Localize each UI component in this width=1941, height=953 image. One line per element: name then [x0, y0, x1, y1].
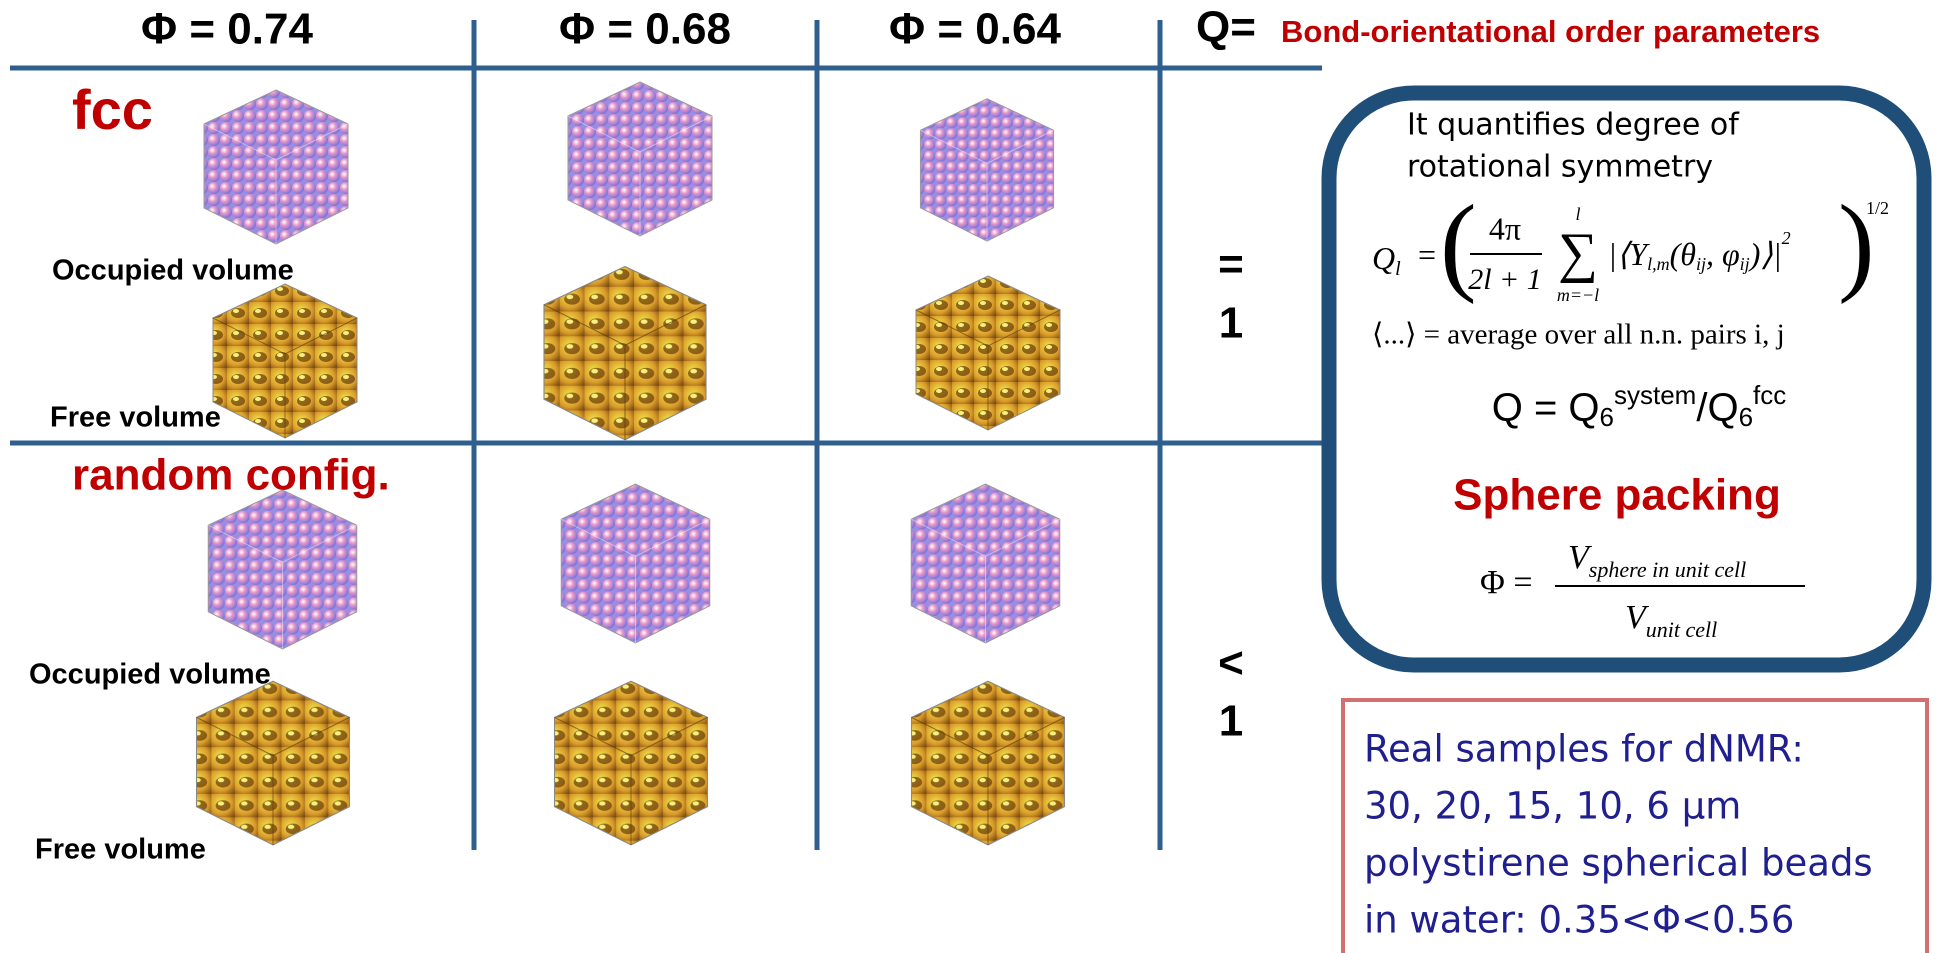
q-relation: < — [1218, 639, 1244, 688]
free-cube — [912, 681, 1065, 845]
free-cube — [916, 276, 1060, 430]
sphere-cube — [204, 90, 348, 244]
column-header: Φ = 0.68 — [559, 5, 731, 54]
eq-part: m=−l — [1557, 285, 1599, 305]
eq-part: l — [1575, 204, 1580, 224]
row-label: fcc — [72, 78, 153, 141]
free-label: Free volume — [35, 834, 206, 866]
eq-part: 1/2 — [1866, 198, 1889, 218]
eq-part: system — [1614, 380, 1696, 410]
box-text: rotational symmetry — [1407, 150, 1713, 185]
q-value: 1 — [1219, 299, 1243, 348]
average-note: ⟨...⟩ = average over all n.n. pairs i, j — [1372, 319, 1785, 351]
eq-part: (θ — [1670, 236, 1696, 272]
box-text: It quantifies degree of — [1407, 108, 1740, 143]
eq-part: ij — [1696, 254, 1706, 274]
occupied-label: Occupied volume — [52, 255, 294, 287]
samples-text: polystirene spherical beads — [1364, 842, 1873, 885]
q-title: Bond-orientational order parameters — [1281, 14, 1820, 49]
eq-part: 2 — [1782, 228, 1791, 248]
eq-part: 6 — [1739, 402, 1753, 432]
eq-part: |⟨Y — [1608, 236, 1650, 272]
sphere-cube — [208, 490, 357, 649]
q-relation: = — [1218, 240, 1244, 289]
eq-part: = — [1418, 236, 1436, 272]
eq-part: , φ — [1706, 236, 1740, 272]
sphere-cube — [568, 82, 712, 236]
eq-part: Q — [1372, 240, 1395, 276]
free-cube — [555, 681, 708, 845]
q-value: 1 — [1219, 697, 1243, 746]
column-header: Φ = 0.74 — [141, 5, 313, 54]
slide: Φ = 0.74 Φ = 0.68 Φ = 0.64 Q= Bond-orien… — [0, 0, 1941, 953]
free-cube — [197, 681, 350, 845]
samples-text: Real samples for dNMR: — [1364, 728, 1804, 771]
eq-part: ∑ — [1558, 222, 1598, 284]
samples-text: in water: 0.35<Φ<0.56 — [1364, 899, 1794, 942]
q-label: Q= — [1196, 3, 1256, 52]
eq-part: ij — [1740, 254, 1750, 274]
eq-part: 4π — [1489, 210, 1521, 246]
sphere-cube — [920, 99, 1053, 241]
eq-part: sphere in unit cell — [1589, 557, 1746, 582]
eq-part: l,m — [1647, 254, 1670, 274]
eq-part: l — [1395, 258, 1401, 280]
eq-part: Φ = — [1480, 564, 1533, 601]
eq-part: Q = Q — [1492, 386, 1600, 430]
eq-part: )⟩| — [1748, 236, 1782, 272]
eq-part: unit cell — [1646, 617, 1717, 642]
eq-part: fcc — [1753, 380, 1786, 410]
sphere-cube — [911, 484, 1060, 643]
occupied-label: Occupied volume — [29, 659, 271, 691]
free-cube — [213, 284, 357, 438]
row-label: random config. — [72, 451, 390, 500]
free-cube — [544, 267, 706, 440]
eq-part: 2l + 1 — [1468, 263, 1542, 296]
eq-part: 6 — [1600, 402, 1614, 432]
eq-part: /Q — [1696, 386, 1738, 430]
free-label: Free volume — [50, 402, 221, 434]
sphere-cube — [561, 484, 710, 643]
samples-text: 30, 20, 15, 10, 6 μm — [1364, 785, 1741, 828]
column-header: Φ = 0.64 — [889, 5, 1061, 54]
section-title: Sphere packing — [1453, 471, 1781, 520]
